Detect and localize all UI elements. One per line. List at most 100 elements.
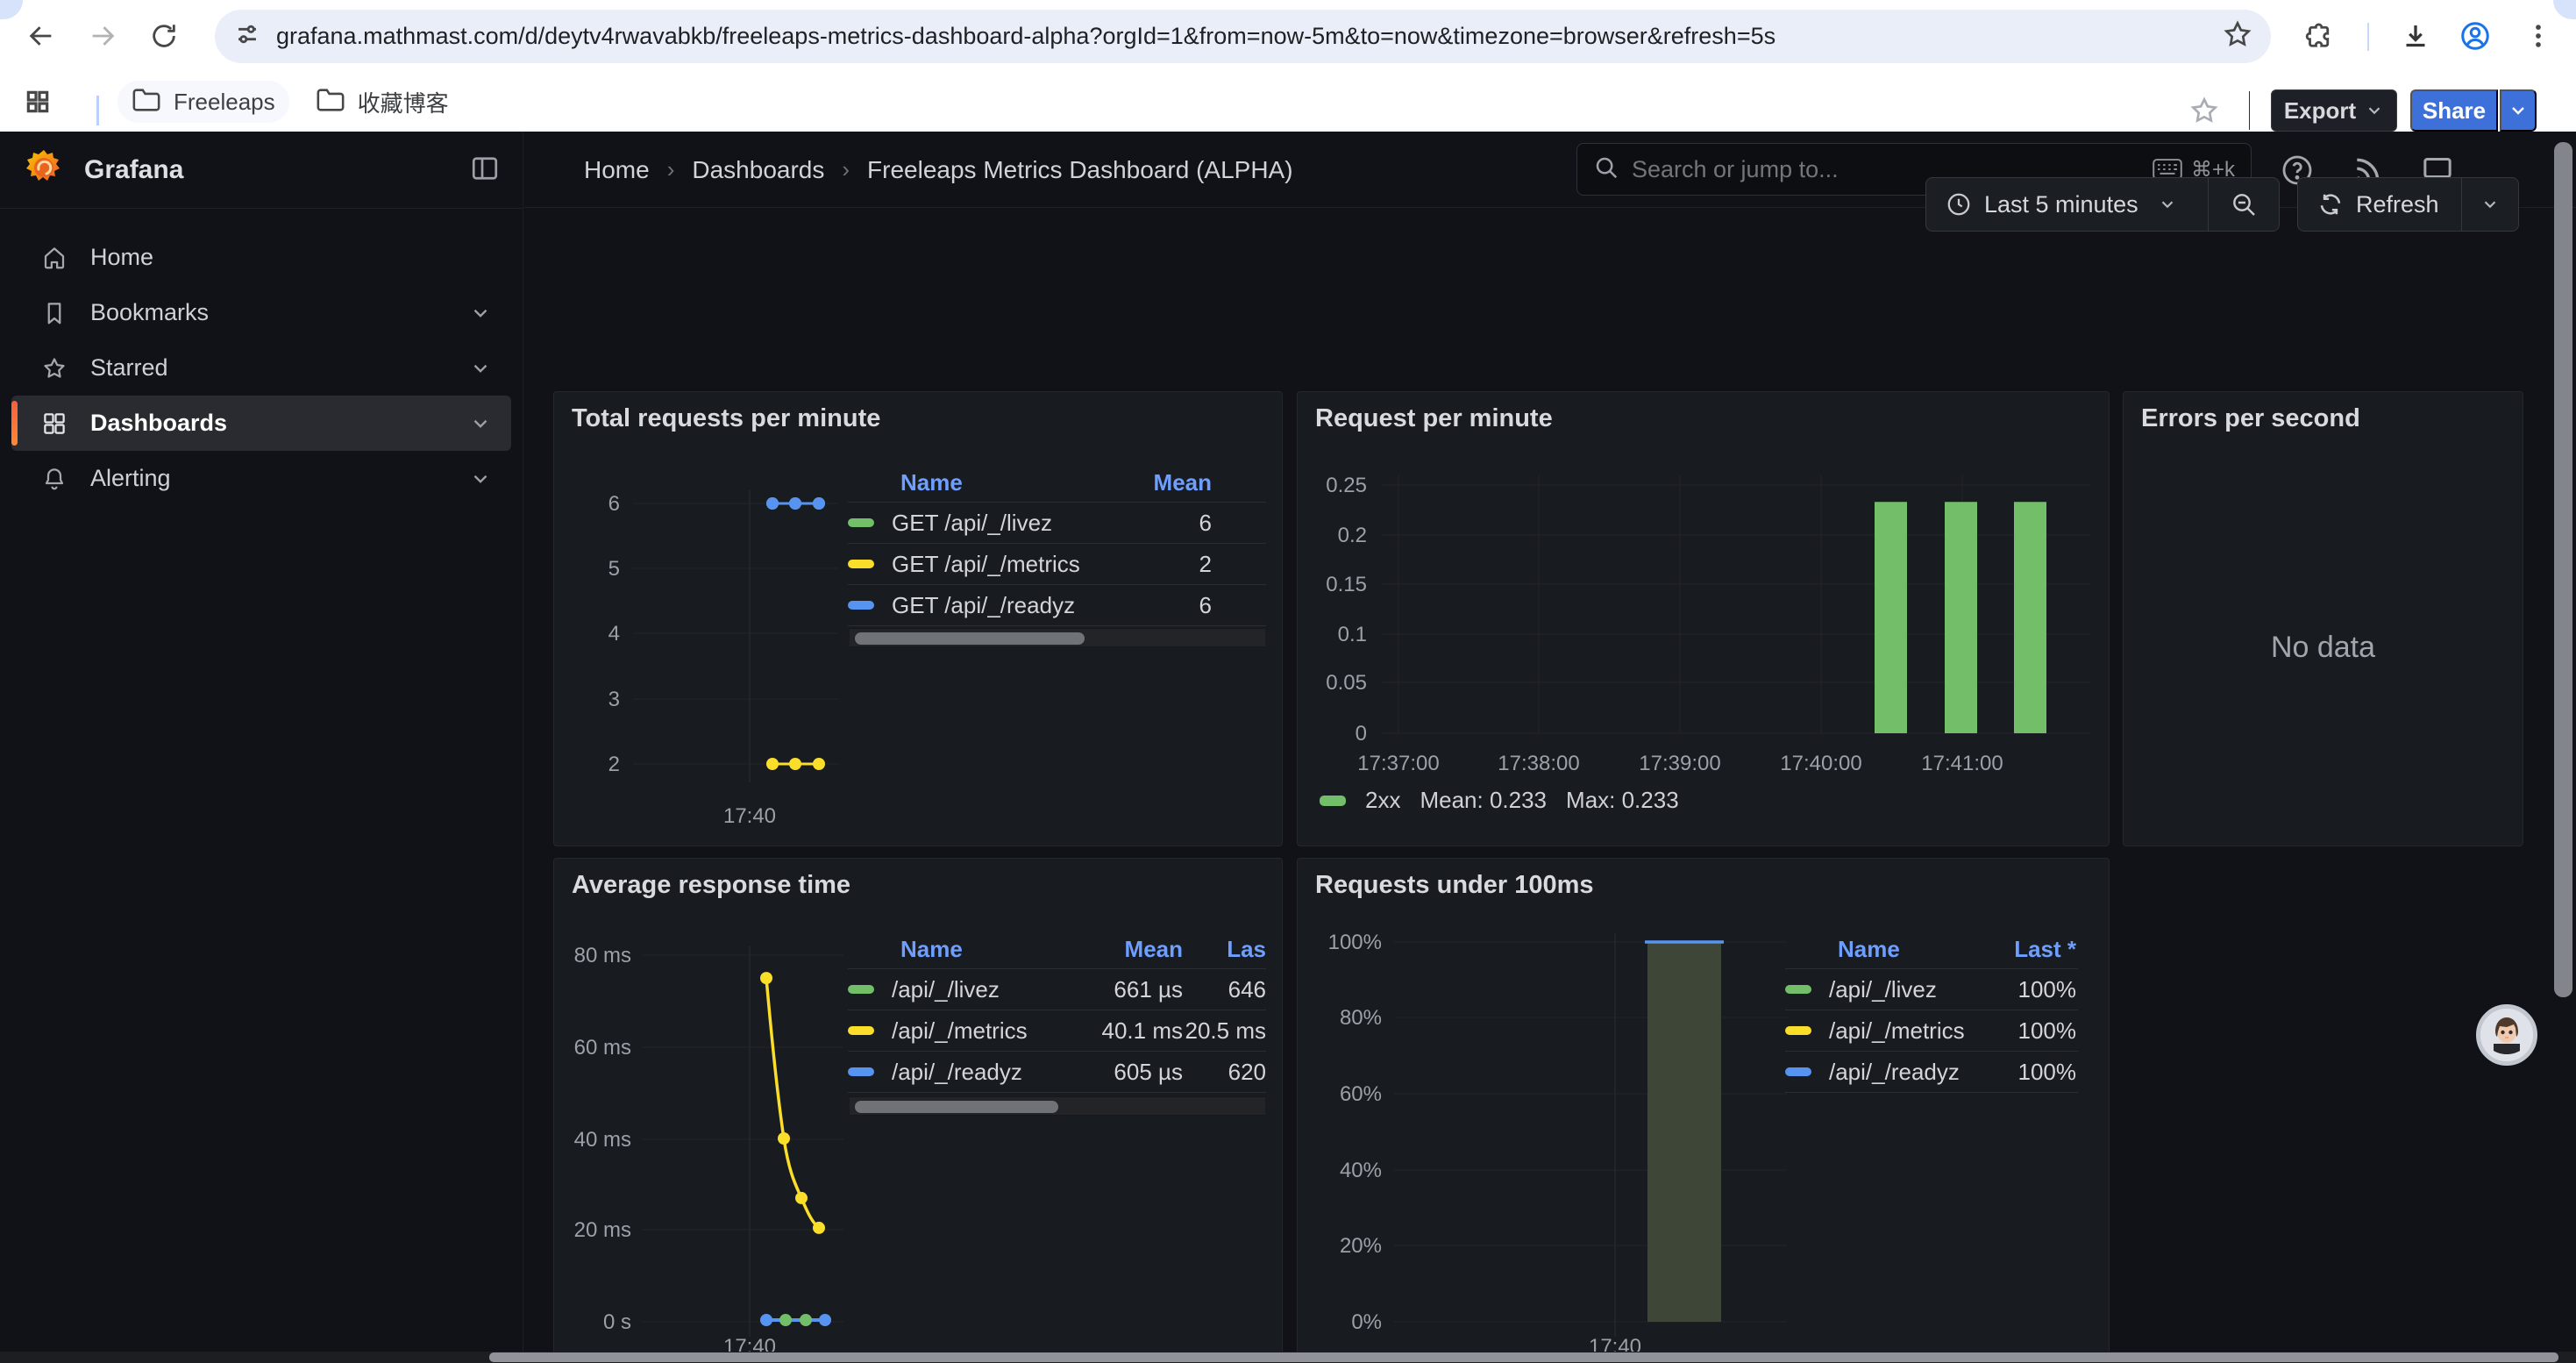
panel-errors-per-second[interactable]: Errors per second No data: [2123, 391, 2523, 846]
series-mean: Mean: 0.233: [1420, 787, 1548, 813]
col-header[interactable]: Mean: [1153, 468, 1212, 496]
series-color-pill[interactable]: [848, 985, 874, 994]
chevron-down-icon[interactable]: [469, 412, 492, 435]
svg-text:2: 2: [608, 753, 620, 776]
reload-icon[interactable]: [144, 16, 184, 56]
svg-text:0.1: 0.1: [1338, 623, 1367, 646]
series-name[interactable]: /api/_/metrics: [1829, 1017, 1965, 1044]
svg-text:17:38:00: 17:38:00: [1498, 752, 1579, 775]
series-color-pill[interactable]: [1785, 1026, 1811, 1035]
legend-table-row[interactable]: GET /api/_/metrics 2: [848, 543, 1266, 584]
sidebar-item-label: Starred: [90, 354, 168, 381]
dock-sidebar-icon[interactable]: [469, 153, 501, 189]
series-color-pill: [1320, 795, 1346, 806]
zoom-out-button[interactable]: [2209, 190, 2279, 218]
time-range-button[interactable]: Last 5 minutes: [1926, 191, 2208, 218]
col-name-header[interactable]: Name: [900, 468, 963, 496]
sidebar-item-bookmarks[interactable]: Bookmarks: [11, 285, 511, 340]
col-name-header[interactable]: Name: [900, 935, 963, 962]
series-max: Max: 0.233: [1566, 787, 1679, 813]
page-horizontal-scrollbar[interactable]: [0, 1352, 2576, 1363]
bookmark-star-icon[interactable]: [2222, 18, 2253, 54]
window-corner: [2553, 0, 2576, 19]
share-button[interactable]: Share: [2410, 89, 2498, 132]
page-vertical-scrollbar[interactable]: [2554, 142, 2572, 997]
subheader-divider: [2249, 91, 2250, 130]
extensions-icon[interactable]: [2299, 16, 2339, 56]
series-color-pill[interactable]: [1785, 985, 1811, 994]
refresh-button[interactable]: Refresh: [2298, 191, 2461, 218]
legend-hscrollbar[interactable]: [850, 628, 1265, 647]
legend-table-row[interactable]: /api/_/livez 661 µs 646: [848, 968, 1266, 1010]
legend-table-row[interactable]: /api/_/livez 100%: [1785, 968, 2078, 1010]
panel-average-response-time[interactable]: Average response time 80 ms 60 ms 40 ms 20 …: [553, 858, 1283, 1363]
col-name-header[interactable]: Name: [1838, 935, 1900, 962]
site-settings-icon[interactable]: [232, 19, 262, 54]
breadcrumb-item[interactable]: Dashboards: [692, 155, 825, 183]
legend-table-row[interactable]: /api/_/metrics 100%: [1785, 1010, 2078, 1051]
bookmark-item[interactable]: Freeleaps: [117, 81, 289, 123]
panel-requests-under-100ms[interactable]: Requests under 100ms 100% 80% 60% 40% 20% 0% 1…: [1297, 858, 2110, 1363]
refresh-group: Refresh: [2297, 177, 2519, 232]
grafana-logo-icon[interactable]: [25, 148, 63, 191]
share-menu-button[interactable]: [2500, 89, 2537, 132]
browser-menu-icon[interactable]: [2518, 16, 2558, 56]
assistant-avatar[interactable]: [2476, 1004, 2537, 1066]
col-header[interactable]: Las: [1227, 935, 1266, 962]
sidebar-item-label: Alerting: [90, 465, 171, 491]
spacer: [469, 246, 492, 269]
chevron-down-icon[interactable]: [469, 302, 492, 325]
forward-icon[interactable]: [82, 16, 123, 56]
url-bar[interactable]: grafana.mathmast.com/d/deytv4rwavabkb/fr…: [215, 10, 2271, 63]
series-color-pill[interactable]: [848, 560, 874, 568]
sidebar-item-alerting[interactable]: Alerting: [11, 451, 511, 506]
series-color-pill[interactable]: [848, 601, 874, 610]
sidebar-item-starred[interactable]: Starred: [11, 340, 511, 396]
favorite-dashboard-star-icon[interactable]: [2188, 95, 2220, 126]
series-name[interactable]: /api/_/readyz: [1829, 1058, 1960, 1085]
back-icon[interactable]: [21, 16, 61, 56]
series-color-pill[interactable]: [1785, 1067, 1811, 1076]
panel-total-requests-per-minute[interactable]: Total requests per minute 6 5 4 3 2 17:40 Nam…: [553, 391, 1283, 846]
legend-hscrollbar[interactable]: [850, 1096, 1265, 1116]
series-color-pill[interactable]: [848, 1026, 874, 1035]
grafana-brand[interactable]: Grafana: [84, 154, 184, 184]
series-color-pill[interactable]: [848, 1067, 874, 1076]
series-color-pill[interactable]: [848, 518, 874, 527]
browser-toolbar: grafana.mathmast.com/d/deytv4rwavabkb/fr…: [0, 0, 2576, 73]
series-name[interactable]: GET /api/_/readyz: [892, 591, 1076, 618]
sidebar-item-dashboards[interactable]: Dashboards: [11, 396, 511, 451]
series-name[interactable]: /api/_/readyz: [892, 1058, 1022, 1085]
series-name[interactable]: GET /api/_/livez: [892, 509, 1053, 536]
col-header[interactable]: Last *: [2014, 935, 2076, 962]
legend-table-row[interactable]: /api/_/readyz 100%: [1785, 1051, 2078, 1092]
sidebar-item-home[interactable]: Home: [11, 230, 511, 285]
series-name[interactable]: /api/_/livez: [892, 975, 1000, 1003]
series-name[interactable]: /api/_/metrics: [892, 1017, 1028, 1044]
home-icon: [41, 245, 68, 271]
chevron-down-icon[interactable]: [469, 357, 492, 380]
legend-table-row[interactable]: GET /api/_/readyz 6: [848, 584, 1266, 625]
refresh-interval-button[interactable]: [2462, 195, 2518, 214]
legend-table-row[interactable]: /api/_/metrics 40.1 ms 20.5 ms: [848, 1010, 1266, 1051]
sidebar-divider: [0, 208, 523, 209]
legend-table-row[interactable]: GET /api/_/livez 6: [848, 502, 1266, 543]
panel-request-per-minute[interactable]: Request per minute 0.25 0.2 0.15 0.1 0.05 0 17…: [1297, 391, 2110, 846]
breadcrumb-item[interactable]: Freeleaps Metrics Dashboard (ALPHA): [867, 155, 1293, 183]
series-name[interactable]: GET /api/_/metrics: [892, 550, 1080, 577]
profile-icon[interactable]: [2455, 16, 2495, 56]
breadcrumb-separator: ›: [666, 156, 675, 182]
series-name[interactable]: /api/_/livez: [1829, 975, 1937, 1003]
window-corner: [0, 0, 23, 19]
export-button[interactable]: Export: [2271, 89, 2397, 132]
downloads-icon[interactable]: [2395, 16, 2436, 56]
apps-grid-icon[interactable]: [18, 82, 58, 122]
chevron-down-icon[interactable]: [469, 467, 492, 490]
legend-table-row[interactable]: /api/_/readyz 605 µs 620: [848, 1051, 1266, 1092]
col-header[interactable]: Mean: [1124, 935, 1183, 962]
breadcrumb-item[interactable]: Home: [584, 155, 650, 183]
series-label[interactable]: 2xx: [1365, 787, 1401, 813]
bookmark-item[interactable]: 收藏博客: [302, 81, 463, 123]
url-text[interactable]: grafana.mathmast.com/d/deytv4rwavabkb/fr…: [276, 23, 1776, 49]
